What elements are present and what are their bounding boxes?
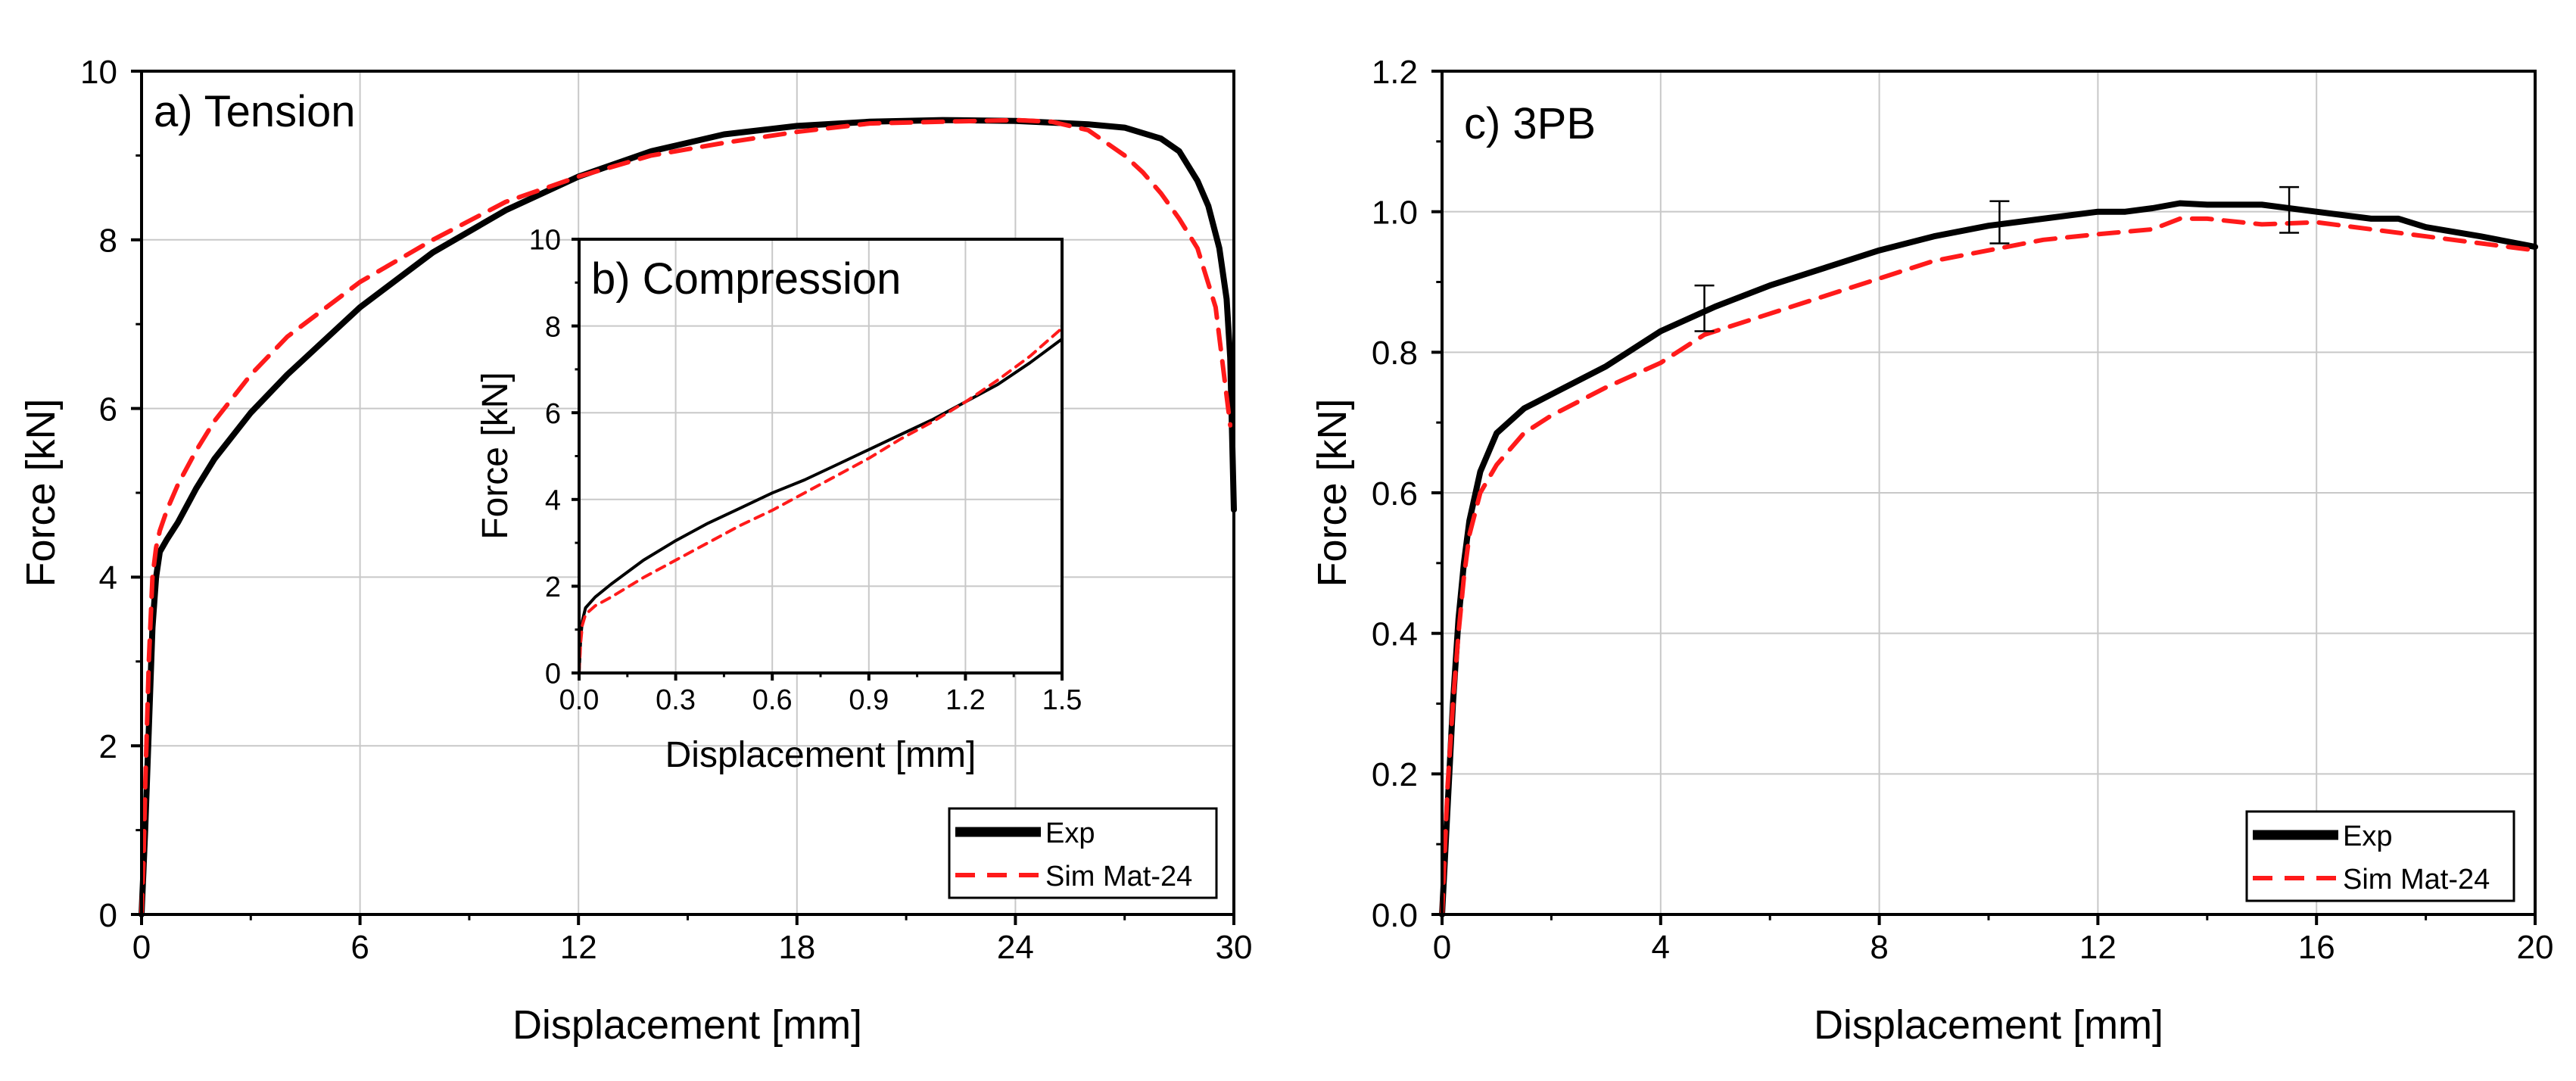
3pb-ticks: 0 4 8 12 16 20 0.0 0.2 0.4 0.6 0.8 1.0 1.2 xyxy=(1372,54,2554,966)
3pb-y-tick-label: 0.0 xyxy=(1372,897,1418,934)
compression-y-tick-label: 6 xyxy=(545,398,561,430)
3pb-x-tick-label: 12 xyxy=(2079,929,2117,966)
3pb-legend-exp-label: Exp xyxy=(2343,821,2392,852)
compression-x-tick-label: 0.0 xyxy=(559,684,600,716)
compression-title: b) Compression xyxy=(591,254,901,304)
tension-x-axis-label: Displacement [mm] xyxy=(512,1002,862,1048)
compression-y-tick-label: 8 xyxy=(545,311,561,343)
3pb-legend: Exp Sim Mat-24 xyxy=(2245,810,2515,902)
compression-series xyxy=(578,326,1064,674)
tension-x-tick-label: 12 xyxy=(560,929,597,966)
tension-y-tick-label: 4 xyxy=(99,559,117,597)
compression-x-tick-label: 0.6 xyxy=(752,684,793,716)
3pb-y-tick-label: 0.8 xyxy=(1372,335,1418,372)
3pb-x-tick-label: 4 xyxy=(1652,929,1670,966)
tension-x-tick-label: 0 xyxy=(132,929,151,966)
3pb-y-tick-label: 0.6 xyxy=(1372,475,1418,512)
compression-y-tick-label: 2 xyxy=(545,572,561,603)
compression-exp-series-line xyxy=(578,337,1064,674)
tension-plot-frame xyxy=(140,70,1235,916)
tension-x-tick-label: 6 xyxy=(350,929,369,966)
compression-plot-frame xyxy=(578,238,1064,674)
tension-series xyxy=(139,117,1237,917)
3pb-title: c) 3PB xyxy=(1464,99,1596,148)
3pb-chart: 0 4 8 12 16 20 0.0 0.2 0.4 0.6 0.8 1.0 1.2 c) 3PB Di… xyxy=(1310,54,2553,1048)
compression-x-tick-label: 0.3 xyxy=(656,684,696,716)
3pb-y-tick-label: 0.2 xyxy=(1372,756,1418,793)
tension-x-tick-label: 24 xyxy=(997,929,1034,966)
compression-inset-chart: 0.0 0.3 0.6 0.9 1.2 1.5 0 2 4 6 8 10 b) Compression… xyxy=(475,225,1082,775)
compression-grid xyxy=(579,239,1062,673)
tension-title: a) Tension xyxy=(154,87,356,136)
3pb-series xyxy=(1439,200,2538,917)
3pb-x-tick-label: 0 xyxy=(1433,929,1451,966)
3pb-x-tick-label: 16 xyxy=(2298,929,2335,966)
tension-y-tick-label: 2 xyxy=(99,728,117,765)
compression-x-axis-label: Displacement [mm] xyxy=(665,735,977,775)
compression-y-tick-label: 4 xyxy=(545,484,561,516)
tension-legend: Exp Sim Mat-24 xyxy=(948,807,1218,899)
3pb-legend-sim-label: Sim Mat-24 xyxy=(2343,864,2490,896)
3pb-plot-frame xyxy=(1441,70,2537,916)
3pb-exp-series-line xyxy=(1439,200,2538,917)
compression-y-tick-label: 10 xyxy=(529,225,561,257)
3pb-error-bars xyxy=(1694,185,2300,332)
tension-y-axis-label: Force [kN] xyxy=(18,398,64,587)
3pb-x-axis-label: Displacement [mm] xyxy=(1814,1002,2163,1048)
compression-x-tick-label: 1.5 xyxy=(1042,684,1082,716)
compression-ticks: 0.0 0.3 0.6 0.9 1.2 1.5 0 2 4 6 8 10 xyxy=(529,225,1082,716)
tension-y-tick-label: 10 xyxy=(80,54,117,91)
tension-x-tick-label: 30 xyxy=(1216,929,1253,966)
tension-legend-sim-label: Sim Mat-24 xyxy=(1045,861,1192,893)
tension-y-tick-label: 6 xyxy=(99,391,117,428)
3pb-y-axis-label: Force [kN] xyxy=(1310,398,1355,587)
compression-y-tick-label: 0 xyxy=(545,659,561,690)
tension-legend-exp-label: Exp xyxy=(1045,818,1095,849)
3pb-y-tick-label: 1.0 xyxy=(1372,195,1418,232)
tension-y-tick-label: 0 xyxy=(99,897,117,934)
3pb-sim-series-line xyxy=(1440,216,2537,917)
3pb-x-tick-label: 20 xyxy=(2517,929,2554,966)
compression-x-tick-label: 1.2 xyxy=(945,684,986,716)
3pb-y-tick-label: 1.2 xyxy=(1372,54,1418,91)
compression-sim-series-line xyxy=(578,326,1064,674)
3pb-x-tick-label: 8 xyxy=(1870,929,1888,966)
3pb-y-tick-label: 0.4 xyxy=(1372,616,1418,653)
tension-sim-series-line xyxy=(139,117,1233,917)
compression-x-tick-label: 0.9 xyxy=(849,684,889,716)
compression-y-axis-label: Force [kN] xyxy=(475,372,516,539)
tension-y-tick-label: 8 xyxy=(99,223,117,260)
tension-x-tick-label: 18 xyxy=(778,929,815,966)
